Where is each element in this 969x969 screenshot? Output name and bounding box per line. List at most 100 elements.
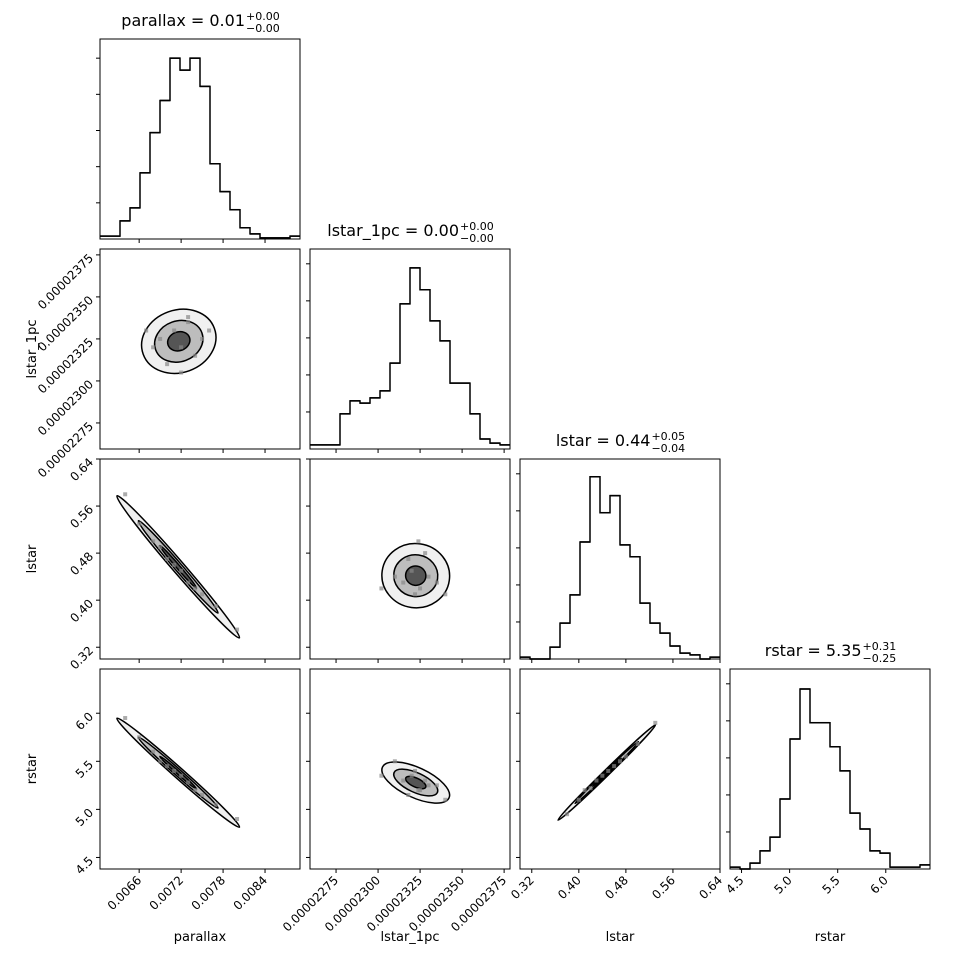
- sample-point: [426, 783, 431, 788]
- sample-point: [137, 521, 142, 526]
- sample-point: [172, 328, 177, 333]
- contour: [159, 544, 198, 589]
- sample-point: [186, 580, 191, 585]
- sample-point: [426, 574, 431, 579]
- sample-point: [416, 788, 421, 793]
- sample-point: [392, 759, 397, 764]
- x-tick-label: 0.64: [696, 873, 725, 902]
- sample-point: [165, 362, 170, 367]
- panel-title: lstar_1pc = 0.00: [327, 221, 459, 241]
- y-tick-label: 0.32: [67, 643, 96, 672]
- panel-frame: [309, 668, 511, 870]
- x-tick-label: 5.0: [771, 873, 794, 896]
- title-upper: +0.05: [651, 430, 685, 443]
- sample-point: [200, 336, 205, 341]
- sample-point: [623, 754, 628, 759]
- panel-title: lstar = 0.44: [556, 431, 651, 450]
- sample-point: [443, 797, 448, 802]
- sample-point: [137, 735, 142, 740]
- sample-point: [200, 592, 205, 597]
- x-tick-label: 0.56: [649, 873, 678, 902]
- sample-point: [144, 328, 149, 333]
- sample-point: [158, 545, 163, 550]
- y-tick-label: 6.0: [73, 709, 96, 732]
- sample-point: [606, 768, 611, 773]
- sample-point: [594, 778, 599, 783]
- x-axis-label: parallax: [174, 930, 227, 945]
- sample-point: [172, 768, 177, 773]
- sample-point: [151, 345, 156, 350]
- hist-outline: [520, 476, 720, 660]
- sample-point: [179, 568, 184, 573]
- title-lower: −0.00: [460, 232, 494, 245]
- density-panel: [116, 492, 241, 639]
- sample-point: [612, 764, 617, 769]
- y-tick-label: 4.5: [73, 854, 96, 877]
- hist-outline: [100, 57, 300, 239]
- sample-point: [193, 788, 198, 793]
- sample-point: [186, 315, 191, 320]
- panel-title: parallax = 0.01: [121, 11, 245, 30]
- y-tick-label: 0.56: [67, 502, 96, 531]
- sample-point: [582, 788, 587, 793]
- sample-point: [379, 773, 384, 778]
- sample-point: [565, 812, 570, 817]
- sample-point: [588, 786, 593, 791]
- x-axis-label: rstar: [815, 930, 846, 945]
- y-tick-label: 5.5: [73, 758, 96, 781]
- sample-point: [179, 370, 184, 375]
- density-panel: [140, 308, 217, 375]
- y-tick-label: 0.48: [67, 549, 96, 578]
- density-panel: [379, 539, 451, 609]
- sample-point: [379, 586, 384, 591]
- panel-frame: [99, 248, 301, 450]
- sample-point: [401, 778, 406, 783]
- sample-point: [123, 492, 128, 497]
- contour: [404, 775, 427, 790]
- sample-point: [443, 592, 448, 597]
- y-tick-label: 0.64: [67, 455, 96, 484]
- density-panel: [379, 759, 451, 804]
- sample-point: [235, 627, 240, 632]
- sample-point: [401, 580, 406, 585]
- sample-point: [200, 792, 205, 797]
- panel-frame: [519, 458, 721, 660]
- sample-point: [214, 604, 219, 609]
- sample-point: [123, 716, 128, 721]
- y-axis-label: lstar: [25, 544, 40, 573]
- panel-frame: [99, 38, 301, 240]
- density-panel: [557, 720, 658, 821]
- sample-point: [235, 817, 240, 821]
- sample-point: [165, 557, 170, 561]
- sample-point: [576, 797, 581, 802]
- sample-point: [600, 773, 605, 778]
- panel-frame: [519, 668, 721, 870]
- sample-point: [193, 586, 198, 591]
- sample-point: [618, 759, 622, 764]
- sample-point: [179, 773, 184, 778]
- title-lower: −0.04: [651, 442, 685, 455]
- sample-point: [418, 586, 423, 591]
- sample-point: [158, 759, 163, 764]
- y-tick-label: 5.0: [73, 806, 96, 829]
- sample-point: [653, 720, 658, 725]
- sample-point: [207, 328, 212, 333]
- panel-frame: [309, 248, 511, 450]
- sample-point: [179, 345, 184, 350]
- x-tick-label: 5.5: [819, 873, 842, 896]
- density-panel: [116, 716, 241, 828]
- x-tick-label: 0.0066: [105, 873, 145, 913]
- sample-point: [635, 742, 640, 746]
- x-tick-label: 6.0: [867, 873, 890, 896]
- x-tick-label: 0.0084: [231, 873, 271, 913]
- sample-point: [413, 768, 418, 773]
- y-axis-label: lstar_1pc: [25, 320, 40, 379]
- y-axis-label: rstar: [25, 753, 40, 784]
- hist-outline: [730, 688, 930, 870]
- x-tick-label: 0.32: [508, 873, 537, 902]
- sample-point: [186, 320, 191, 325]
- sample-point: [423, 551, 428, 556]
- x-tick-label: 0.40: [555, 873, 584, 902]
